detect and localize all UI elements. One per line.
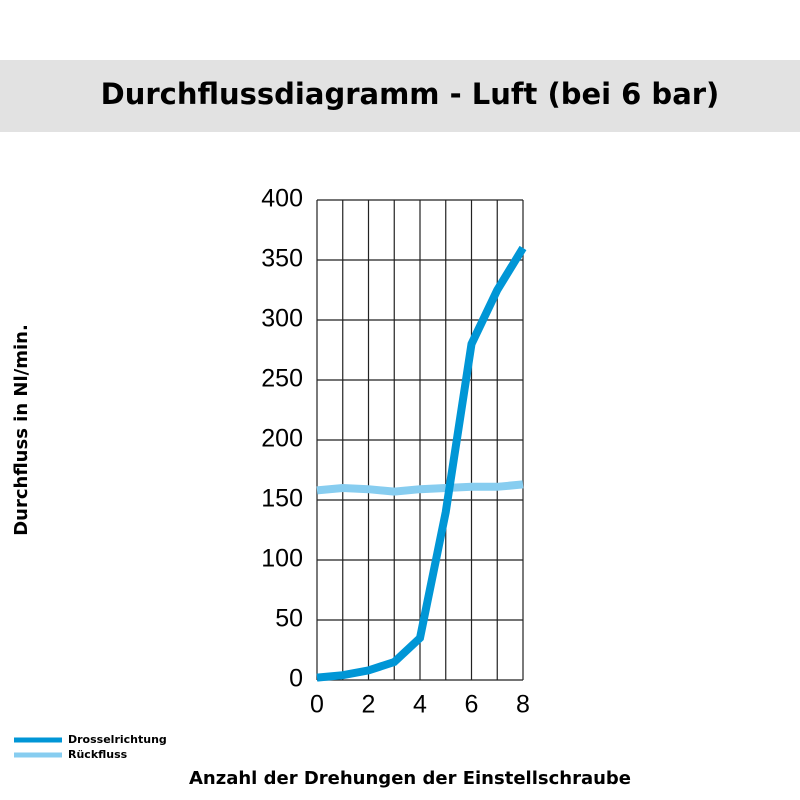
series-line	[316, 245, 527, 682]
y-tick-label: 300	[261, 305, 303, 333]
y-tick-label: 400	[261, 185, 303, 213]
y-tick-label: 350	[261, 245, 303, 273]
y-axis-label: Durchfluss in Nl/min.	[11, 324, 32, 536]
x-tick-label: 8	[516, 691, 530, 719]
y-tick-label: 100	[261, 545, 303, 573]
x-tick-label: 2	[362, 691, 376, 719]
y-tick-label: 150	[261, 485, 303, 513]
legend-label: Rückfluss	[68, 748, 128, 761]
series-line	[316, 480, 524, 496]
title-band	[0, 60, 800, 132]
y-tick-label: 50	[275, 605, 303, 633]
y-tick-label: 200	[261, 425, 303, 453]
y-tick-label: 0	[289, 665, 303, 693]
legend-label: Drosselrichtung	[68, 733, 167, 746]
x-tick-label: 4	[413, 691, 427, 719]
chart-title: Durchflussdiagramm - Luft (bei 6 bar)	[101, 77, 720, 111]
x-tick-label: 0	[310, 691, 324, 719]
y-tick-label: 250	[261, 365, 303, 393]
x-tick-label: 6	[465, 691, 479, 719]
x-axis-label: Anzahl der Drehungen der Einstellschraub…	[189, 768, 631, 789]
